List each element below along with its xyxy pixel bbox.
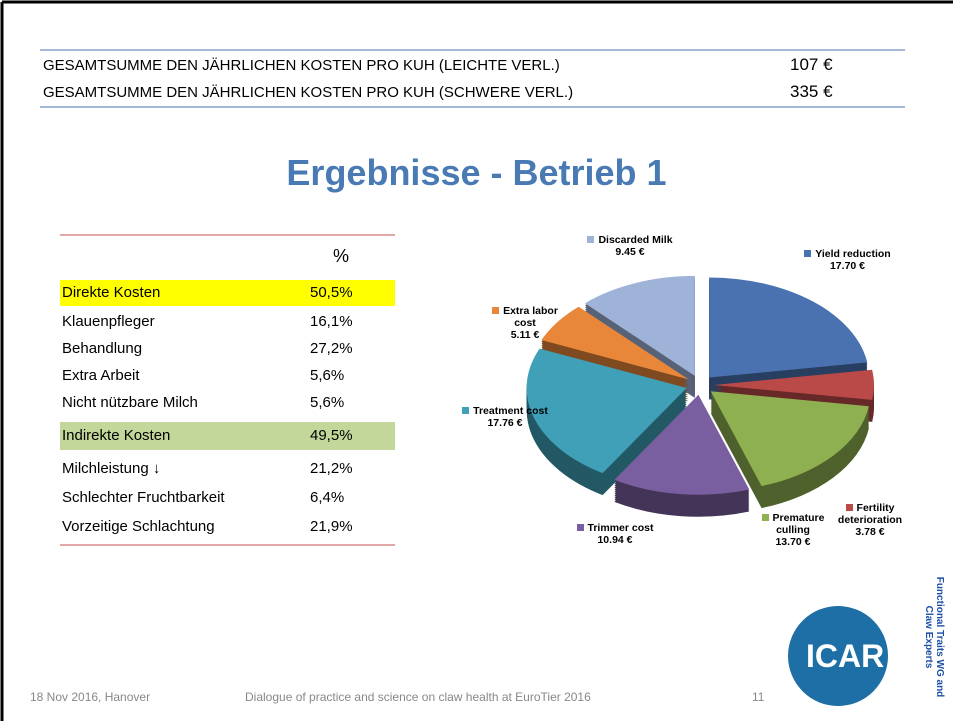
data-label: Fertility deterioration 3.78 € (820, 502, 920, 538)
category-name: Trimmer cost (587, 522, 654, 534)
pie-slice (710, 391, 869, 487)
group-name: Functional Traits WG and Claw Experts (923, 576, 945, 698)
value-label: 13.70 € (775, 536, 811, 548)
row-label: Klauenpfleger (62, 313, 155, 330)
row-value: 5,6% (310, 367, 345, 384)
row-label: Schlechter Fruchtbarkeit (62, 489, 225, 506)
footer-date: 18 Nov 2016, Hanover (30, 690, 151, 704)
row-value: 5,6% (310, 394, 345, 411)
row-value: 21,9% (310, 518, 353, 535)
legend-swatch (804, 250, 812, 257)
row-label: Indirekte Kosten (62, 427, 171, 444)
value-label: 17.76 € (487, 417, 523, 429)
legend-swatch (845, 504, 853, 511)
row-value: 21,2% (310, 460, 353, 477)
legend-swatch (761, 514, 769, 521)
pie-slice (541, 306, 689, 380)
value-label: 17.70 € (829, 260, 866, 272)
footer-event: Dialogue of practice and science on claw… (245, 690, 591, 704)
row-label: Behandlung (62, 340, 143, 357)
row-label: Nicht nützbare Milch (62, 394, 198, 411)
row-label: Milchleistung ↓ (62, 460, 161, 477)
summary-label: GESAMTSUMME DEN JÄHRLICHEN KOSTEN PRO KU… (43, 57, 560, 74)
value-label: 9.45 € (615, 246, 645, 258)
value-label: 10.94 € (597, 534, 633, 546)
pie-slice (614, 394, 750, 495)
title: Ergebnisse - Betrieb 1 (286, 152, 667, 193)
row-value: 16,1% (310, 313, 353, 330)
row-label: Extra Arbeit (62, 367, 140, 384)
data-label: Yield reduction 17.70 € (800, 248, 895, 272)
summary-value: 107 € (790, 55, 833, 74)
highlight-indirect (60, 422, 395, 450)
data-label: Treatment cost 17.76 € (455, 405, 555, 429)
data-label: Trimmer cost 10.94 € (560, 522, 670, 546)
logo-text: ICAR (806, 638, 885, 674)
data-label: Premature culling 13.70 € (748, 512, 838, 548)
value-label: 3.78 € (855, 526, 885, 538)
highlight-direct (60, 280, 395, 306)
category-name: Premature culling (772, 512, 825, 536)
legend-swatch (576, 524, 584, 531)
summary-value: 335 € (790, 82, 833, 101)
row-label: Direkte Kosten (62, 284, 161, 301)
row-value: 49,5% (310, 427, 353, 444)
logo-circle (788, 606, 888, 706)
row-value: 27,2% (310, 340, 353, 357)
pie-slice (526, 348, 687, 474)
table-header: % (333, 246, 350, 266)
category-name: Yield reduction (815, 248, 891, 260)
legend-swatch (492, 307, 500, 314)
category-name: Extra labor cost (503, 305, 558, 329)
pie-slice (714, 369, 875, 400)
data-label: Extra labor cost 5.11 € (480, 305, 570, 341)
legend-swatch (587, 236, 595, 243)
legend-swatch (462, 407, 470, 414)
page-number: 11 (752, 690, 765, 704)
value-label: 5.11 € (510, 329, 540, 341)
category-name: Discarded Milk (598, 234, 673, 246)
category-name: Fertility deterioration (837, 502, 903, 526)
pie-slice (584, 275, 695, 376)
row-label: Vorzeitige Schlachtung (62, 518, 215, 535)
row-value: 50,5% (310, 284, 353, 301)
pie-slice (709, 277, 868, 378)
data-label: Discarded Milk 9.45 € (575, 234, 685, 258)
category-name: Treatment cost (473, 405, 548, 417)
row-value: 6,4% (310, 489, 345, 506)
summary-label: GESAMTSUMME DEN JÄHRLICHEN KOSTEN PRO KU… (43, 84, 574, 101)
